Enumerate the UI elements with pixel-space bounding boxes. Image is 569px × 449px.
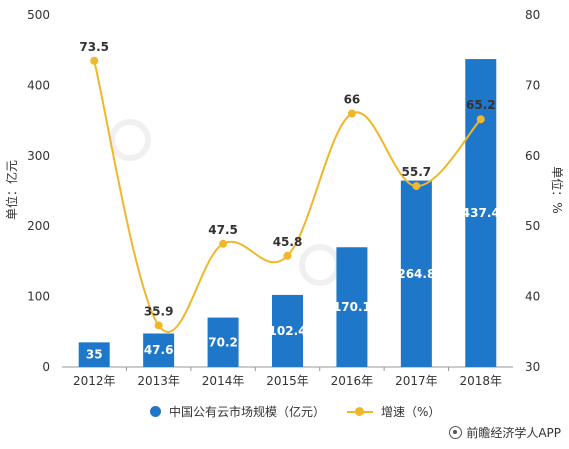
bar-0 [78, 342, 110, 367]
left-tick-label-5: 500 [27, 8, 50, 22]
growth-value-label-0: 73.5 [79, 40, 109, 54]
legend-line-swatch [347, 406, 374, 417]
right-tick-label-1: 40 [525, 290, 540, 304]
growth-point-4 [347, 109, 356, 118]
growth-value-label-5: 55.7 [402, 165, 432, 179]
legend-item-bar: 中国公有云市场规模（亿元） [150, 403, 325, 420]
bar-value-label-4: 170.1 [333, 300, 371, 314]
left-tick-label-1: 100 [27, 290, 50, 304]
growth-point-2 [219, 239, 228, 248]
right-axis-title: 单位：% [550, 166, 565, 213]
right-tick-label-2: 50 [525, 219, 540, 233]
growth-value-label-4: 66 [344, 93, 361, 107]
x-tick-label-1: 2013年 [137, 374, 180, 388]
right-tick-label-3: 60 [525, 149, 540, 163]
line-labels: 73.5 35.9 47.5 45.8 66 55.7 65.2 [79, 40, 495, 319]
x-tick-label-2: 2014年 [202, 374, 245, 388]
growth-point-6 [476, 115, 485, 124]
bar-2 [207, 317, 239, 367]
source-text: 前瞻经济学人APP [466, 426, 561, 440]
source-icon [449, 426, 463, 439]
watermark [109, 119, 341, 286]
legend-item-line: 增速（%） [347, 403, 440, 420]
left-tick-label-0: 0 [42, 360, 50, 374]
legend-line-label: 增速（%） [381, 405, 441, 419]
bar-1 [143, 333, 175, 367]
growth-value-label-6: 65.2 [466, 98, 496, 112]
bar-value-label-6: 437.4 [462, 206, 500, 220]
growth-value-label-3: 45.8 [273, 235, 303, 249]
left-tick-label-2: 200 [27, 219, 50, 233]
left-tick-label-4: 400 [27, 78, 50, 92]
bar-5 [400, 180, 432, 367]
bar-value-label-2: 70.2 [208, 335, 238, 349]
bar-value-label-3: 102.4 [269, 324, 307, 338]
growth-line [93, 60, 482, 333]
right-tick-label-5: 80 [525, 8, 540, 22]
bar-3 [272, 294, 303, 367]
bar-value-label-5: 264.8 [397, 267, 435, 281]
bar-4 [336, 247, 368, 367]
growth-point-5 [412, 182, 421, 191]
bar-value-label-1: 47.6 [144, 343, 174, 357]
right-tick-label-0: 30 [525, 360, 540, 374]
legend-bar-label: 中国公有云市场规模（亿元） [169, 405, 326, 419]
legend: 中国公有云市场规模（亿元） 增速（%） [150, 403, 462, 420]
left-tick-label-3: 300 [27, 149, 50, 163]
x-tick-label-3: 2015年 [266, 374, 309, 388]
legend-bar-swatch [150, 406, 161, 417]
growth-value-label-1: 35.9 [144, 304, 174, 318]
line-series [90, 56, 485, 333]
growth-point-1 [154, 321, 163, 330]
x-tick-label-4: 2016年 [331, 374, 374, 388]
bar-series [78, 59, 497, 367]
x-tick-label-0: 2012年 [73, 374, 116, 388]
source: 前瞻经济学人APP [449, 424, 561, 441]
growth-point-3 [283, 251, 292, 260]
bar-labels: 35 47.6 70.2 102.4 170.1 264.8 437.4 [86, 206, 500, 362]
axes: 0 100 200 300 400 500 30 40 50 60 70 80 2012年 2013年 20… [27, 8, 540, 388]
bar-6 [465, 59, 497, 367]
right-tick-label-4: 70 [525, 78, 540, 92]
growth-point-0 [90, 56, 99, 65]
bar-value-label-0: 35 [86, 348, 103, 362]
growth-value-label-2: 47.5 [208, 223, 238, 237]
x-tick-label-5: 2017年 [395, 374, 438, 388]
left-axis-title: 单位：亿元 [4, 160, 19, 220]
x-tick-label-6: 2018年 [460, 374, 503, 388]
